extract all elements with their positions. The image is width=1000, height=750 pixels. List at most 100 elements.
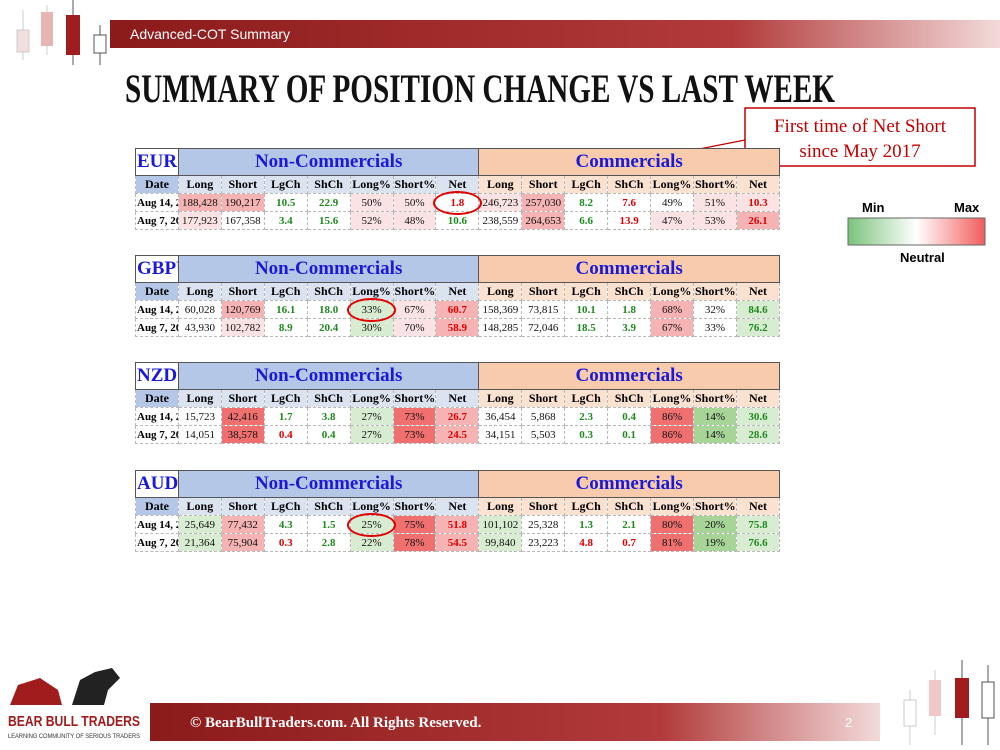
cell: 73% <box>392 425 437 444</box>
cell: 246,723 <box>478 193 523 212</box>
cell: 78% <box>392 533 437 552</box>
group-name: Commercials <box>478 255 780 283</box>
column-header: Short% <box>692 389 737 408</box>
column-header: Short% <box>392 389 437 408</box>
cell: 102,782 <box>220 318 265 337</box>
column-header: LgCh <box>263 175 308 194</box>
column-header: LgCh <box>564 175 609 194</box>
row-date: Aug 14, 2018 <box>135 407 179 426</box>
column-header: ShCh <box>306 282 351 301</box>
cell: 53% <box>692 211 737 230</box>
column-header: Long% <box>650 389 694 408</box>
column-header: Long <box>177 389 222 408</box>
cell: 54.5 <box>435 533 480 552</box>
data-row: Aug 7, 201814,05138,5780.40.427%73%24.53… <box>135 425 781 444</box>
cell: 19% <box>692 533 737 552</box>
callout-box <box>744 107 976 167</box>
cell: 67% <box>392 300 437 319</box>
cell: 68% <box>650 300 694 319</box>
cell: 60.7 <box>435 300 480 319</box>
column-header: Long <box>177 175 222 194</box>
cot-table: EURUSDNon-CommercialsCommercialsDateLong… <box>135 148 781 230</box>
logo-tagline: LEARNING COMMUNITY OF SERIOUS TRADERS <box>8 734 140 740</box>
cell: 3.8 <box>306 407 351 426</box>
date-header: Date <box>135 282 179 301</box>
column-header: Long% <box>349 497 394 516</box>
row-date: Aug 7, 2018 <box>135 533 179 552</box>
cell: 1.8 <box>607 300 652 319</box>
cell: 167,358 <box>220 211 265 230</box>
slide-title: SUMMARY OF POSITION CHANGE VS LAST WEEK <box>125 66 835 111</box>
cell: 81% <box>650 533 694 552</box>
group-name: Non-Commercials <box>177 148 480 176</box>
cell: 73% <box>392 407 437 426</box>
highlight-circle <box>347 297 397 322</box>
cell: 238,559 <box>478 211 523 230</box>
column-header: ShCh <box>607 389 652 408</box>
cell: 22.9 <box>306 193 351 212</box>
cell: 86% <box>650 425 694 444</box>
candles <box>16 0 107 65</box>
legend-neutral: Neutral <box>900 250 945 265</box>
column-header: Net <box>735 282 781 301</box>
cell: 22% <box>349 533 394 552</box>
legend-min: Min <box>862 200 884 215</box>
highlight-circle <box>432 190 482 215</box>
cell: 76.6 <box>735 533 781 552</box>
column-header: ShCh <box>306 175 351 194</box>
column-header: Short <box>220 389 265 408</box>
column-header: Net <box>735 497 781 516</box>
cell: 27% <box>349 425 394 444</box>
cell: 0.1 <box>607 425 652 444</box>
cell: 50% <box>349 193 394 212</box>
pair-name: NZDUSD <box>135 362 179 390</box>
cell: 24.5 <box>435 425 480 444</box>
row-date: Aug 14, 2018 <box>135 193 179 212</box>
column-header: Net <box>435 497 480 516</box>
column-header: Net <box>435 282 480 301</box>
cell: 14% <box>692 407 737 426</box>
column-header: Long <box>478 389 523 408</box>
column-header: Long% <box>650 175 694 194</box>
date-header: Date <box>135 389 179 408</box>
column-header: Long <box>478 497 523 516</box>
cell: 16.1 <box>263 300 308 319</box>
column-header: Short% <box>692 175 737 194</box>
cell: 84.6 <box>735 300 781 319</box>
cell: 8.2 <box>564 193 609 212</box>
cell: 26.1 <box>735 211 781 230</box>
cell: 20.4 <box>306 318 351 337</box>
cell: 0.4 <box>263 425 308 444</box>
cell: 36,454 <box>478 407 523 426</box>
cell: 26.7 <box>435 407 480 426</box>
cell: 51.8 <box>435 515 480 534</box>
column-header-row: Date Long Short LgCh ShCh Long% Short% Net Long S… <box>135 282 781 301</box>
column-header: Net <box>435 389 480 408</box>
cell: 75,904 <box>220 533 265 552</box>
cell: 10.6 <box>435 211 480 230</box>
cell: 1.7 <box>263 407 308 426</box>
row-date: Aug 14, 2018 <box>135 515 179 534</box>
cell: 190,217 <box>220 193 265 212</box>
cell: 75% <box>392 515 437 534</box>
cell: 80% <box>650 515 694 534</box>
column-header: Net <box>735 389 781 408</box>
column-header: Short% <box>692 497 737 516</box>
cell: 5,868 <box>521 407 566 426</box>
section-title: Advanced-COT Summary <box>130 26 290 42</box>
cell: 77,432 <box>220 515 265 534</box>
data-row: Aug 14, 201825,64977,4324.31.525%75%51.8… <box>135 515 781 534</box>
cell: 30% <box>349 318 394 337</box>
cell: 264,653 <box>521 211 566 230</box>
pair-name: AUDUSD <box>135 470 179 498</box>
cell: 1.3 <box>564 515 609 534</box>
column-header: LgCh <box>263 497 308 516</box>
column-header: Short% <box>392 282 437 301</box>
footer-bar <box>150 703 880 741</box>
logo-text: BEAR BULL TRADERS <box>8 713 140 730</box>
cell: 20% <box>692 515 737 534</box>
